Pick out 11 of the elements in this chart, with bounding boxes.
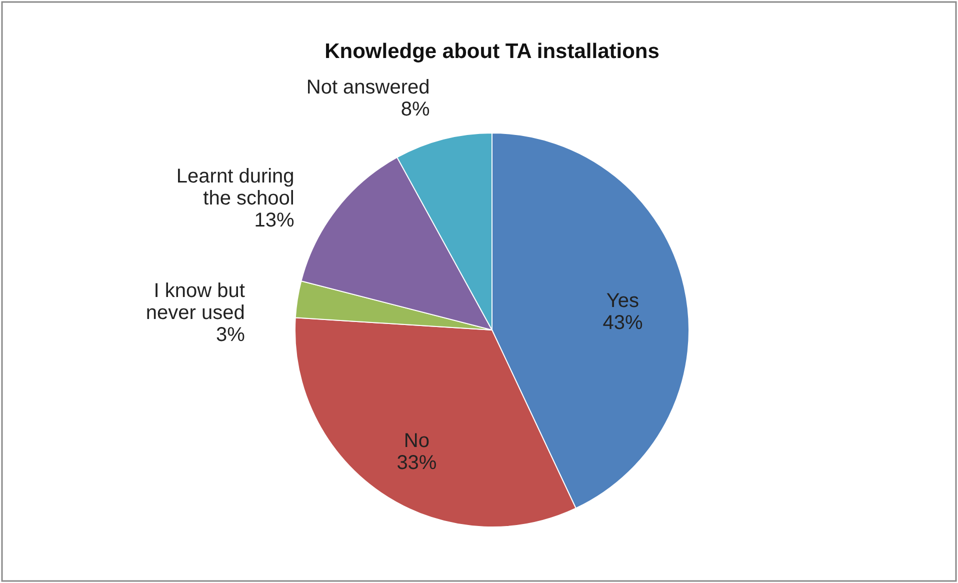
slice-label: No <box>404 430 430 452</box>
data-label: 33% <box>396 452 437 474</box>
slice-label: Yes <box>606 290 640 312</box>
data-label: 13% <box>254 210 295 232</box>
chart-title: Knowledge about TA installations <box>324 40 660 63</box>
data-label: 3% <box>216 324 246 346</box>
data-label: 8% <box>400 98 430 121</box>
slice-label: I know but never used <box>146 280 246 324</box>
slice-label: Not answered <box>306 76 430 99</box>
data-label: 43% <box>602 312 643 334</box>
slice-label: Learnt during the school <box>176 166 294 210</box>
